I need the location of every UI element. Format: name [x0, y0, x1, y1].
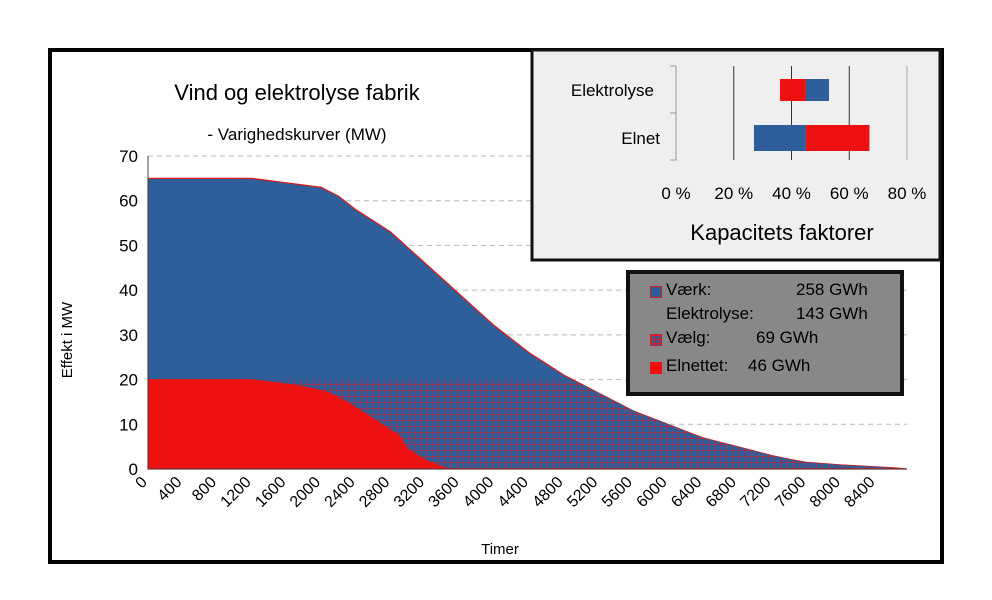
- inset-bar: [779, 79, 806, 101]
- legend-swatch-vaerk: [650, 286, 662, 298]
- inset-category-label: Elnet: [621, 129, 660, 148]
- legend-label-vaerk: Værk:: [666, 280, 712, 299]
- inset-x-tick-label: 0 %: [661, 184, 690, 203]
- y-tick-label: 70: [119, 147, 138, 166]
- y-tick-label: 50: [119, 236, 138, 255]
- x-tick-label: 4400: [495, 474, 532, 511]
- legend-value-vaerk: 258 GWh: [796, 280, 868, 299]
- legend-label-vaelg: Vælg:: [666, 328, 711, 347]
- y-tick-label: 20: [119, 371, 138, 390]
- x-tick-label: 2000: [287, 474, 324, 511]
- x-tick-label: 2400: [322, 474, 359, 511]
- x-tick-label: 4800: [530, 474, 567, 511]
- legend-value-elnettet: 46 GWh: [748, 356, 811, 375]
- legend-label-elektrolyse: Elektrolyse:: [666, 304, 754, 323]
- y-tick-label: 30: [119, 326, 138, 345]
- inset-x-tick-label: 80 %: [888, 184, 927, 203]
- legend-value-vaelg: 69 GWh: [756, 328, 819, 347]
- x-tick-label: 7600: [772, 474, 809, 511]
- chart-title: Vind og elektrolyse fabrik: [174, 80, 420, 105]
- inset-x-tick-label: 20 %: [714, 184, 753, 203]
- x-tick-label: 1600: [252, 474, 289, 511]
- legend-swatch-elnettet: [650, 362, 662, 374]
- x-tick-label: 800: [189, 474, 220, 505]
- y-tick-label: 40: [119, 281, 138, 300]
- y-tick-label: 0: [129, 460, 138, 479]
- x-axis-title: Timer: [481, 541, 519, 558]
- legend-swatch-vaelg: [650, 334, 662, 346]
- inset-x-tick-label: 40 %: [772, 184, 811, 203]
- legend-box: Værk: 258 GWh Elektrolyse: 143 GWh Vælg:…: [626, 270, 904, 396]
- series-area-vaelg: [148, 379, 907, 469]
- inset-x-tick-label: 60 %: [830, 184, 869, 203]
- y-tick-label: 60: [119, 192, 138, 211]
- y-tick-label: 10: [119, 415, 138, 434]
- inset-bar: [805, 125, 870, 151]
- x-tick-label: 6000: [634, 474, 671, 511]
- x-tick-label: 6400: [668, 474, 705, 511]
- x-tick-label: 3200: [391, 474, 428, 511]
- inset-bar: [753, 125, 806, 151]
- inset-category-label: Elektrolyse: [571, 81, 654, 100]
- x-tick-label: 0: [133, 474, 151, 492]
- inset-panel: [530, 48, 942, 262]
- chart-subtitle: - Varighedskurver (MW): [207, 125, 386, 144]
- x-tick-label: 6800: [703, 474, 740, 511]
- legend-value-elektrolyse: 143 GWh: [796, 304, 868, 323]
- series-area-elnettet: [147, 379, 452, 470]
- x-tick-label: 5200: [564, 474, 601, 511]
- y-axis-title: Effekt i MW: [59, 301, 76, 378]
- x-tick-label: 8400: [841, 474, 878, 511]
- x-tick-label: 7200: [737, 474, 774, 511]
- x-tick-label: 5600: [599, 474, 636, 511]
- legend-label-elnettet: Elnettet:: [666, 356, 729, 375]
- x-tick-label: 3600: [426, 474, 463, 511]
- x-tick-label: 1200: [218, 474, 255, 511]
- x-tick-label: 2800: [356, 474, 393, 511]
- x-tick-label: 400: [155, 474, 186, 505]
- inset-title: Kapacitets faktorer: [690, 220, 873, 245]
- inset-bar: [805, 79, 830, 101]
- x-tick-label: 8000: [807, 474, 844, 511]
- x-tick-label: 4000: [460, 474, 497, 511]
